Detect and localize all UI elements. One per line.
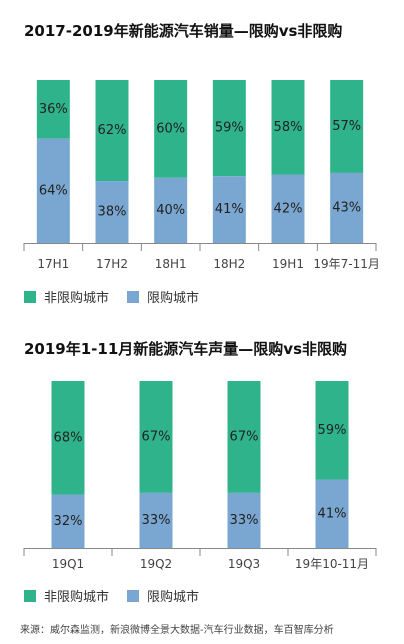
chart-1-sales: 36% 64% 17H1 62% 38% 17H2 60% 40% 18H1 59% 41% 18H2… bbox=[23, 80, 380, 271]
data-label-non-restricted: 60% bbox=[156, 121, 185, 136]
data-label-non-restricted: 59% bbox=[215, 121, 244, 136]
bar-non-restricted bbox=[95, 80, 129, 182]
x-tick-label: 17H2 bbox=[96, 257, 128, 271]
chart-2-legend: 非限购城市 限购城市 bbox=[24, 586, 217, 605]
data-label-restricted: 38% bbox=[98, 205, 127, 220]
x-tick-label: 19Q1 bbox=[52, 557, 84, 571]
data-label-non-restricted: 57% bbox=[332, 119, 361, 134]
bar-non-restricted bbox=[139, 381, 173, 493]
bar-non-restricted bbox=[51, 381, 85, 495]
data-label-restricted: 41% bbox=[318, 506, 347, 521]
legend-item-restricted: 限购城市 bbox=[127, 287, 199, 306]
source-note: 来源：威尔森监测，新浪微博全景大数据-汽车行业数据，车百智库分析 bbox=[20, 625, 334, 636]
legend-item-non-restricted: 非限购城市 bbox=[24, 287, 109, 306]
bar-restricted bbox=[51, 494, 85, 548]
bar-non-restricted bbox=[36, 80, 70, 139]
bar-restricted bbox=[330, 172, 364, 243]
x-tick-label: 19Q3 bbox=[228, 557, 260, 571]
bar-restricted bbox=[315, 479, 349, 548]
data-label-restricted: 64% bbox=[39, 183, 68, 198]
chart-1-legend: 非限购城市 限购城市 bbox=[24, 287, 217, 306]
chart-1-title: 2017-2019年新能源汽车销量—限购vs非限购 bbox=[24, 22, 343, 40]
x-tick-label: 18H1 bbox=[155, 257, 187, 271]
bar-non-restricted bbox=[154, 80, 188, 178]
legend-label-non-restricted: 非限购城市 bbox=[44, 590, 110, 605]
data-label-restricted: 33% bbox=[230, 513, 259, 528]
bar-non-restricted bbox=[271, 80, 305, 175]
legend-item-restricted: 限购城市 bbox=[127, 586, 199, 605]
bar-restricted bbox=[212, 176, 246, 243]
legend-swatch-restricted bbox=[127, 290, 140, 303]
x-tick-label: 19Q2 bbox=[140, 557, 172, 571]
x-tick-label: 19年7-11月 bbox=[313, 257, 380, 271]
legend-label-restricted: 限购城市 bbox=[147, 291, 200, 306]
data-label-non-restricted: 67% bbox=[142, 429, 171, 444]
bar-restricted bbox=[271, 174, 305, 243]
bar-restricted bbox=[95, 181, 129, 243]
legend-swatch-non-restricted bbox=[24, 290, 36, 303]
x-tick-label: 17H1 bbox=[37, 257, 69, 271]
data-label-restricted: 42% bbox=[274, 201, 303, 216]
legend-label-restricted: 限购城市 bbox=[147, 590, 200, 605]
legend-swatch-restricted bbox=[127, 589, 140, 602]
x-tick-label: 19年10-11月 bbox=[295, 557, 369, 571]
bar-restricted bbox=[139, 492, 173, 548]
bar-non-restricted bbox=[330, 80, 364, 173]
data-label-non-restricted: 59% bbox=[318, 423, 347, 438]
data-label-restricted: 32% bbox=[54, 514, 83, 529]
legend-item-non-restricted: 非限购城市 bbox=[24, 586, 109, 605]
x-tick-label: 18H2 bbox=[213, 257, 245, 271]
bar-non-restricted bbox=[227, 381, 261, 493]
data-label-non-restricted: 67% bbox=[230, 429, 259, 444]
legend-swatch-non-restricted bbox=[24, 589, 36, 602]
bar-restricted bbox=[227, 492, 261, 548]
bar-non-restricted bbox=[315, 381, 349, 480]
bar-restricted bbox=[154, 177, 188, 243]
data-label-non-restricted: 62% bbox=[98, 123, 127, 138]
data-label-restricted: 41% bbox=[215, 202, 244, 217]
x-tick-label: 19H1 bbox=[272, 257, 304, 271]
data-label-restricted: 40% bbox=[156, 203, 185, 218]
data-label-restricted: 43% bbox=[332, 200, 361, 215]
chart-2-volume: 68% 32% 19Q1 67% 33% 19Q2 67% 33% 19Q3 59% 41% 19年1… bbox=[23, 381, 377, 571]
bar-non-restricted bbox=[212, 80, 246, 177]
data-label-non-restricted: 68% bbox=[54, 430, 83, 445]
legend-label-non-restricted: 非限购城市 bbox=[44, 291, 110, 306]
data-label-non-restricted: 36% bbox=[39, 102, 68, 117]
data-label-restricted: 33% bbox=[142, 513, 171, 528]
bar-restricted bbox=[36, 138, 70, 243]
data-label-non-restricted: 58% bbox=[274, 120, 303, 135]
chart-2-title: 2019年1-11月新能源汽车声量—限购vs非限购 bbox=[24, 340, 347, 358]
